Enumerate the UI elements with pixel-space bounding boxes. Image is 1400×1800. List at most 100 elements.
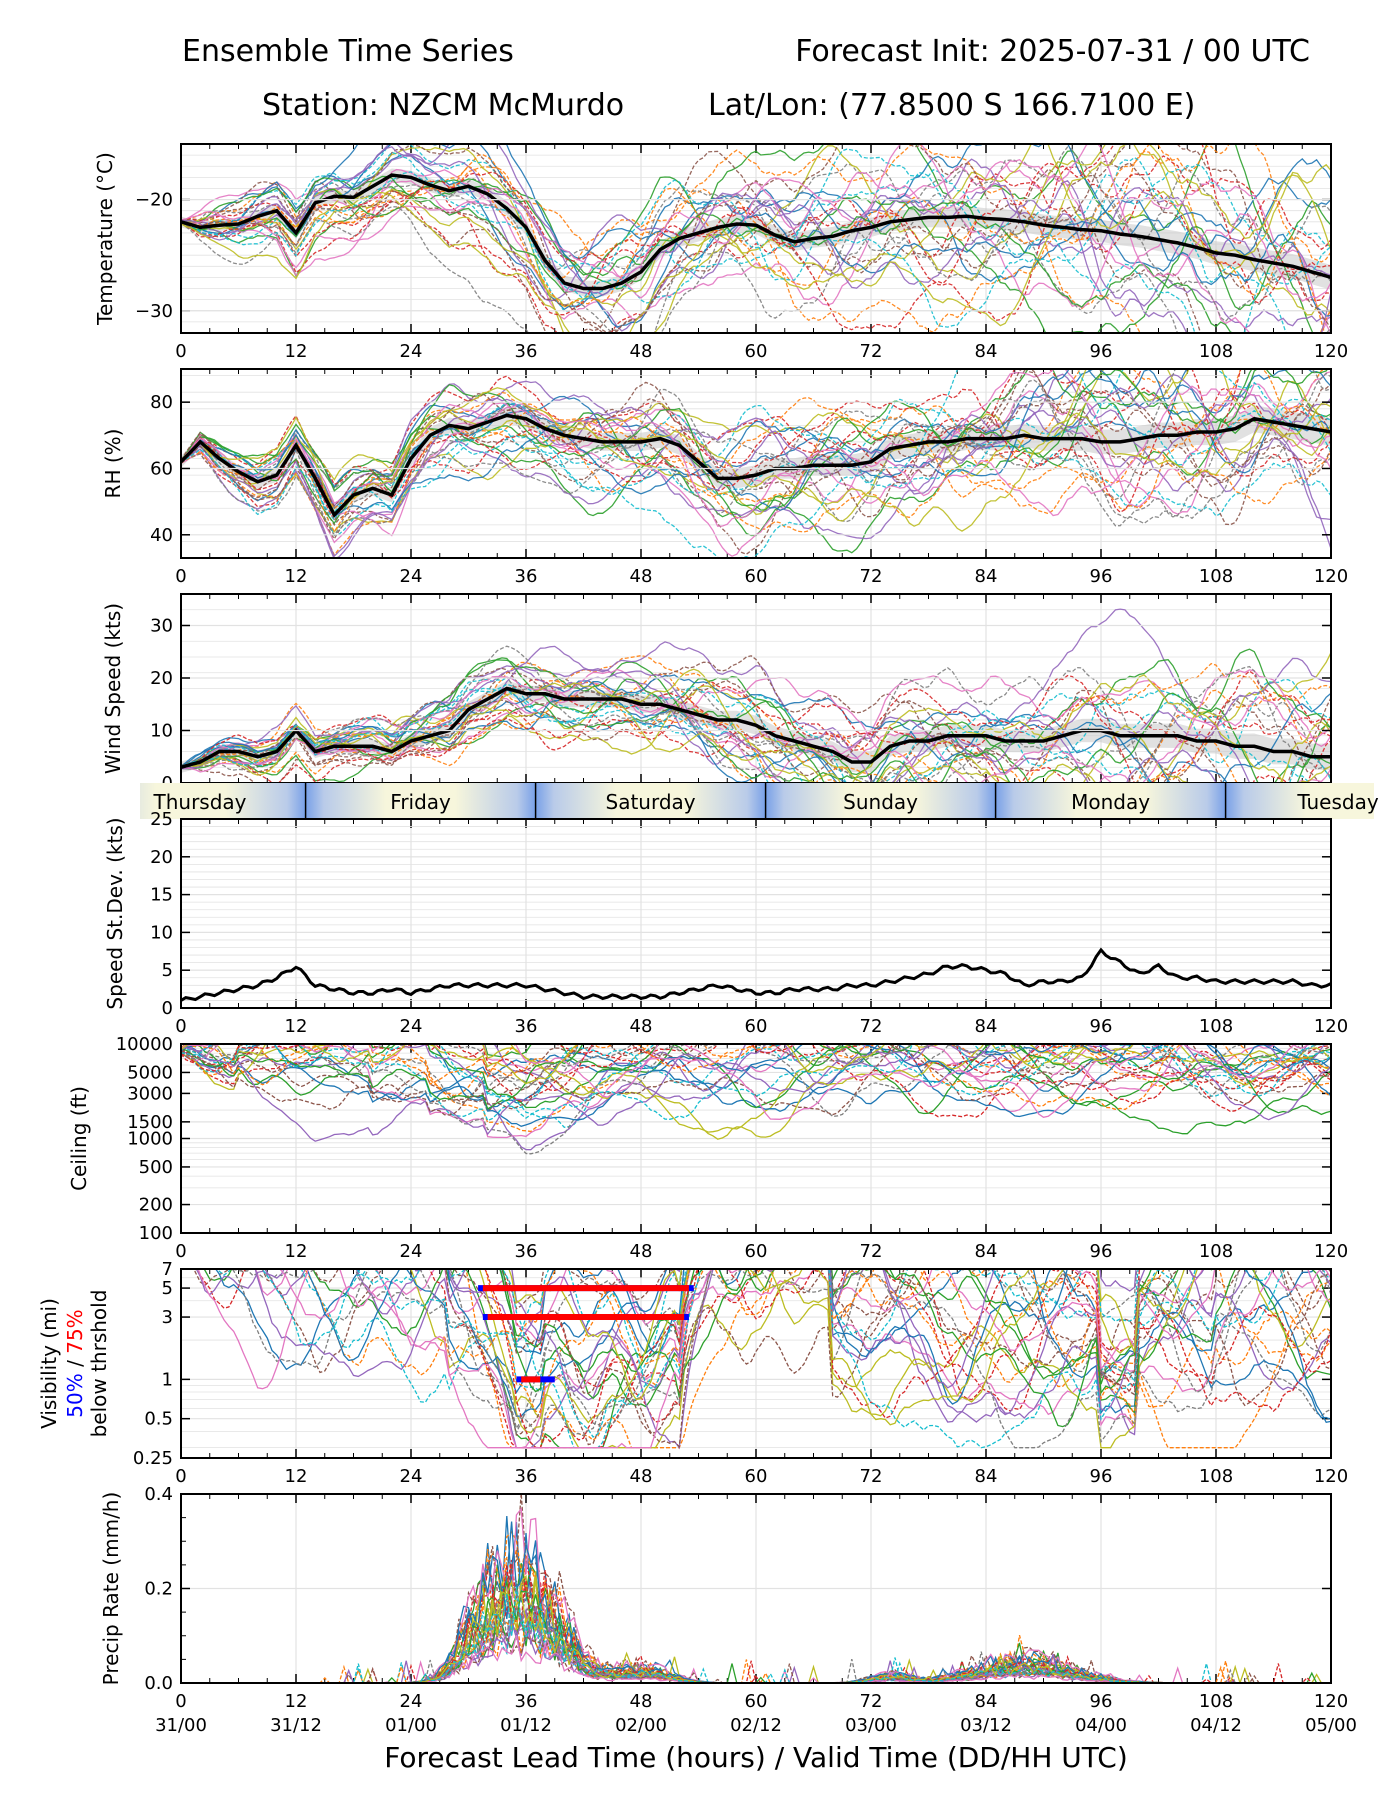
valid-time-label: 03/00 (845, 1715, 897, 1736)
ensemble-group-2 (181, 608, 1331, 783)
ceiling-member-line (181, 1044, 1331, 1120)
x-tick-label: 0 (175, 1241, 186, 1262)
visibility-member-line (195, 1269, 1248, 1450)
x-tick-label: 36 (515, 1016, 538, 1037)
ensemble-member-line (181, 668, 1331, 783)
ceiling-member-line (181, 1044, 1331, 1133)
x-tick-label: 0 (175, 1691, 186, 1712)
ensemble-member-line (181, 161, 1331, 333)
y-axis-label: Visibility (mi) (37, 1298, 61, 1429)
x-tick-label: 36 (515, 1466, 538, 1487)
y-axis-label: RH (%) (101, 429, 125, 499)
x-tick-label: 96 (1090, 1241, 1113, 1262)
x-tick-label: 0 (175, 1016, 186, 1037)
visibility-member-line (499, 1269, 1331, 1415)
panel-border-5 (180, 1268, 1332, 1459)
ensemble-member-line (181, 662, 1331, 783)
x-tick-label: 72 (860, 341, 883, 362)
stdev-line (180, 947, 1332, 1002)
panel-border-3 (180, 818, 1332, 1009)
ceiling-member-line (181, 1044, 1331, 1113)
x-tick-label: 60 (745, 341, 768, 362)
y-tick-label: 10000 (116, 1034, 173, 1055)
y-tick-label: 10 (150, 922, 173, 943)
x-tick-label: 84 (975, 1691, 998, 1712)
y-tick-label: 3000 (127, 1083, 173, 1104)
label-75pct: 75% (63, 1309, 87, 1353)
x-tick-label: 36 (515, 1241, 538, 1262)
ensemble-member-line (181, 369, 1331, 518)
ensemble-member-line (181, 144, 1331, 333)
y-tick-label: 5 (162, 1278, 173, 1299)
y-tick-label: 80 (150, 392, 173, 413)
visibility-member-line (214, 1269, 1331, 1421)
x-tick-label: 24 (400, 1691, 423, 1712)
ensemble-member-line (181, 671, 1321, 783)
x-tick-label: 120 (1314, 1466, 1348, 1487)
ensemble-member-line (181, 144, 1331, 333)
day-label: Saturday (606, 790, 696, 814)
ensemble-member-line (181, 670, 1331, 783)
y-tick-label: 1500 (127, 1112, 173, 1133)
ensemble-member-line (181, 144, 1331, 312)
x-axis-title: Forecast Lead Time (hours) / Valid Time … (384, 1741, 1128, 1774)
precip-member-line (181, 1623, 1331, 1683)
x-tick-label: 48 (630, 1241, 653, 1262)
ensemble-member-line (181, 666, 1150, 783)
day-label: Monday (1071, 790, 1150, 814)
y-tick-label: 0.5 (144, 1409, 173, 1430)
ensemble-member-line (181, 680, 1331, 783)
valid-time-label: 04/00 (1075, 1715, 1127, 1736)
visibility-member-line (254, 1269, 1331, 1393)
ensemble-member-line (181, 393, 1331, 558)
y-tick-label: 100 (139, 1223, 173, 1244)
ensemble-member-line (181, 648, 1331, 783)
x-tick-label: 84 (975, 1016, 998, 1037)
x-tick-label: 84 (975, 341, 998, 362)
ceiling-members (181, 1044, 1331, 1155)
ensemble-member-line (181, 166, 1331, 333)
x-tick-label: 72 (860, 566, 883, 587)
x-tick-label: 36 (515, 566, 538, 587)
x-tick-label: 84 (975, 1466, 998, 1487)
ceiling-member-line (181, 1044, 1326, 1151)
ensemble-member-line (181, 369, 1331, 499)
valid-time-label: 05/00 (1305, 1715, 1357, 1736)
x-tick-label: 36 (515, 341, 538, 362)
ensemble-member-line (181, 155, 1331, 333)
valid-time-label: 01/12 (500, 1715, 552, 1736)
y-tick-label: 0 (162, 998, 173, 1019)
x-tick-label: 0 (175, 341, 186, 362)
visibility-member-line (508, 1269, 1160, 1426)
ensemble-member-line (181, 668, 1331, 778)
x-tick-label: 108 (1199, 1241, 1233, 1262)
y-tick-label: 0.0 (144, 1673, 173, 1694)
x-tick-label: 72 (860, 1466, 883, 1487)
x-tick-label: 96 (1090, 566, 1113, 587)
ensemble-member-line (181, 144, 1331, 302)
panel-border-4 (180, 1043, 1332, 1234)
ensemble-member-line (181, 369, 1331, 558)
ensemble-mean-line (181, 173, 1331, 291)
station-label: Station: NZCM McMurdo (262, 88, 625, 123)
ensemble-member-line (181, 144, 1331, 308)
day-band (140, 783, 1374, 819)
x-tick-label: 12 (285, 1691, 308, 1712)
label-50pct: 50% (63, 1373, 87, 1417)
ensemble-member-line (181, 151, 1287, 333)
panel-border-0 (180, 143, 1332, 334)
ensemble-member-line (181, 373, 1331, 558)
ensemble-member-line (181, 655, 1182, 783)
ensemble-member-line (181, 659, 1331, 783)
ensemble-member-line (181, 178, 1235, 333)
ensemble-member-line (181, 144, 1331, 328)
x-tick-label: 96 (1090, 1016, 1113, 1037)
forecast-init-label: Forecast Init: 2025-07-31 / 00 UTC (795, 34, 1310, 69)
x-tick-label: 84 (975, 1241, 998, 1262)
x-tick-label: 48 (630, 1466, 653, 1487)
y-tick-label: 30 (150, 616, 173, 637)
label-sep: / (63, 1354, 87, 1373)
y-tick-label: 1 (162, 1369, 173, 1390)
ceiling-member-line (181, 1044, 1331, 1128)
x-tick-label: 108 (1199, 1691, 1233, 1712)
